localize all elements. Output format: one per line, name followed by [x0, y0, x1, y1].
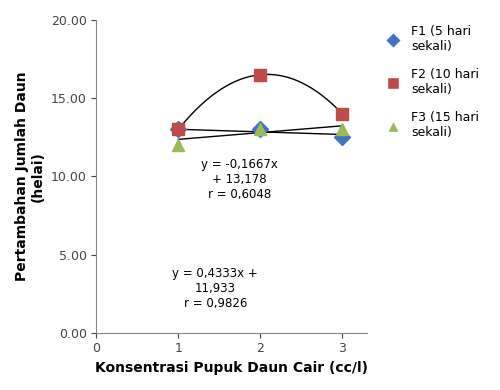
Y-axis label: Pertambahan Jumlah Daun
(helai): Pertambahan Jumlah Daun (helai)	[15, 71, 45, 281]
Text: y = 0,4333x +
11,933
r = 0,9826: y = 0,4333x + 11,933 r = 0,9826	[172, 268, 258, 310]
Legend: F1 (5 hari
sekali), F2 (10 hari
sekali), F3 (15 hari
sekali): F1 (5 hari sekali), F2 (10 hari sekali),…	[376, 20, 484, 144]
X-axis label: Konsentrasi Pupuk Daun Cair (cc/l): Konsentrasi Pupuk Daun Cair (cc/l)	[95, 361, 368, 375]
Text: y = -0,1667x
+ 13,178
r = 0,6048: y = -0,1667x + 13,178 r = 0,6048	[202, 158, 278, 201]
